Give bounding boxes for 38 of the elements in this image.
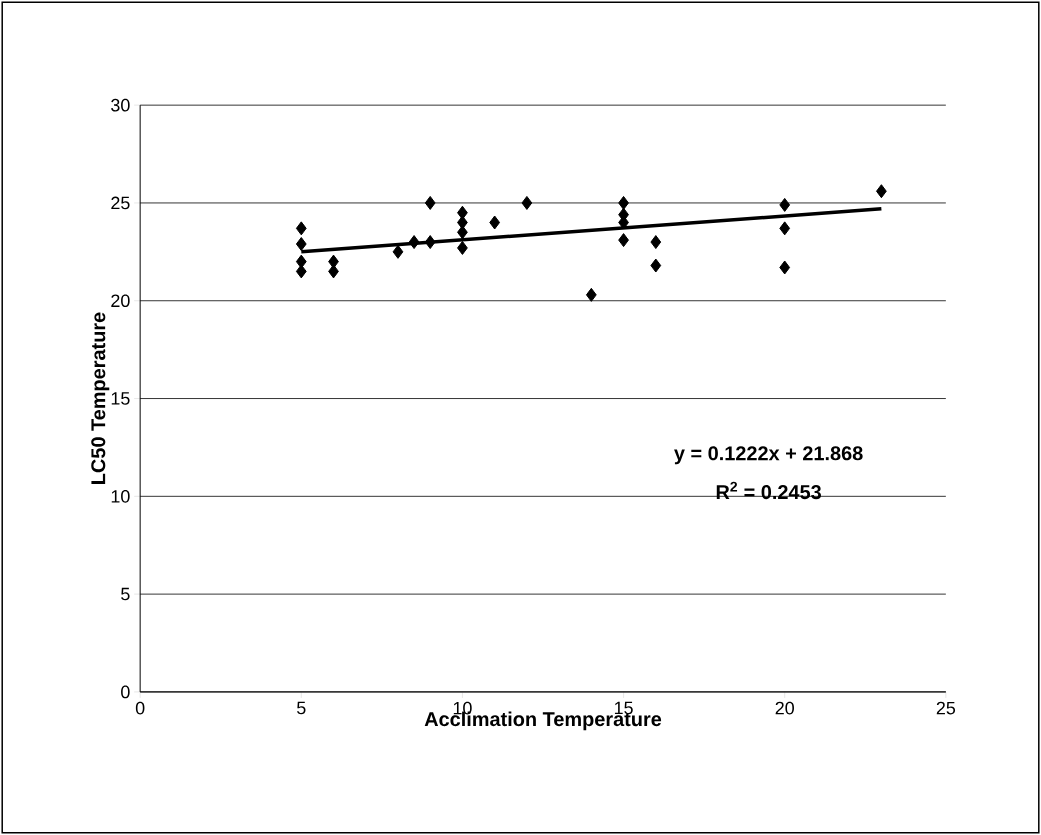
y-tick-label: 30 — [111, 98, 130, 112]
point — [328, 264, 339, 279]
point — [489, 215, 501, 230]
y-axis-title: LC50 Temperature — [91, 312, 110, 484]
y-tick-label: 15 — [111, 392, 130, 405]
point — [457, 205, 468, 220]
point — [408, 235, 420, 250]
point — [618, 233, 629, 248]
point — [779, 197, 791, 212]
x-tick-label: 25 — [936, 701, 956, 715]
point — [424, 235, 436, 250]
point — [779, 221, 791, 236]
point — [521, 195, 533, 210]
y-tick-label: 10 — [111, 489, 130, 503]
y-tick-label: 0 — [121, 685, 130, 699]
annotation: y = 0.1222x + 21.868 — [674, 446, 863, 465]
point — [779, 260, 791, 275]
x-tick-label: 0 — [135, 701, 145, 715]
point — [295, 236, 307, 251]
point — [457, 215, 468, 230]
x-tick-label: 20 — [775, 701, 794, 715]
annotation: R$^{2}$ = 0.2453 — [716, 481, 821, 500]
point — [424, 195, 436, 210]
point — [295, 221, 307, 236]
point — [295, 254, 307, 269]
point — [585, 287, 597, 302]
y-tick-label: 20 — [111, 294, 130, 308]
point — [392, 244, 404, 259]
point — [457, 225, 468, 240]
y-tick-label: 5 — [121, 587, 130, 601]
point — [876, 184, 887, 199]
x-tick-label: 5 — [297, 701, 306, 715]
point — [457, 240, 468, 255]
point — [295, 264, 307, 279]
point — [650, 258, 662, 273]
point — [618, 195, 629, 210]
point — [650, 235, 662, 250]
y-tick-label: 25 — [111, 196, 130, 210]
